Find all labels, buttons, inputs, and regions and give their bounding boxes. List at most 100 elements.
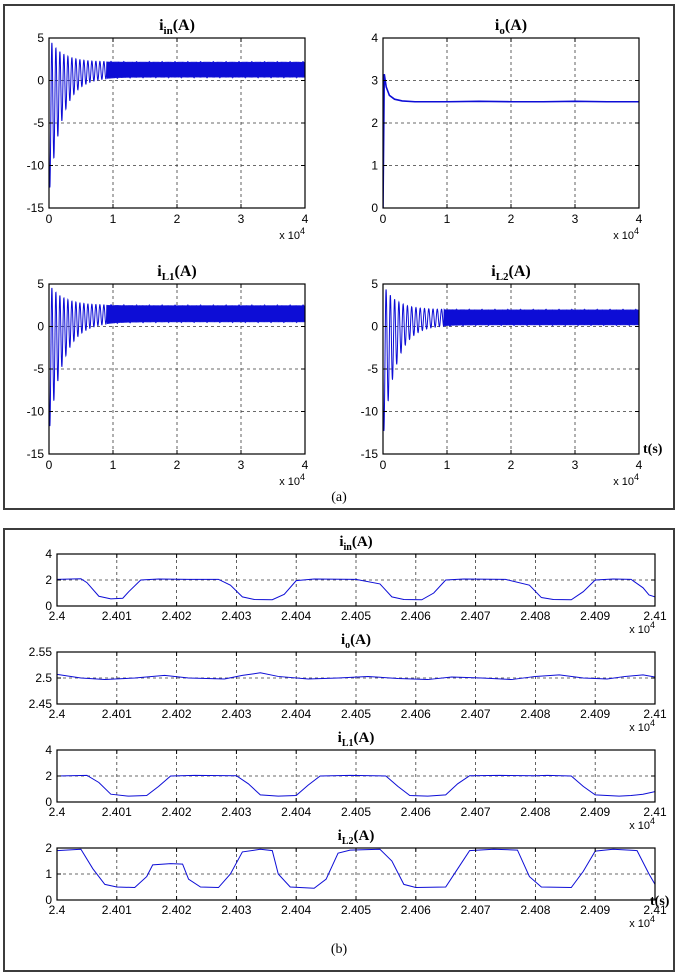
- svg-text:2.41: 2.41: [643, 805, 667, 819]
- svg-text:4: 4: [371, 31, 378, 45]
- svg-text:2.41: 2.41: [643, 707, 667, 721]
- svg-text:3: 3: [572, 212, 579, 226]
- svg-text:2: 2: [45, 841, 52, 855]
- plot-il2-transient: 0 1 2 3 4 5 0 -5 -10 -15 iL2(A) x 104: [347, 258, 647, 490]
- svg-text:4: 4: [636, 458, 643, 472]
- b4-chart-canvas: 2.4 2.401 2.402 2.403 2.404 2.405 2.406 2.407 2.…: [45, 828, 667, 928]
- time-axis-label-b: t(s): [650, 894, 670, 909]
- svg-text:2: 2: [371, 116, 378, 130]
- svg-text:2.406: 2.406: [401, 805, 431, 819]
- svg-text:3: 3: [238, 458, 245, 472]
- svg-text:2.409: 2.409: [580, 805, 610, 819]
- svg-text:4: 4: [45, 743, 52, 757]
- svg-text:-10: -10: [27, 159, 45, 173]
- svg-text:0: 0: [45, 893, 52, 907]
- caption-a: (a): [331, 490, 347, 505]
- svg-text:-5: -5: [33, 362, 44, 376]
- svg-text:2.5: 2.5: [35, 671, 52, 685]
- svg-text:2.404: 2.404: [281, 609, 311, 623]
- svg-text:5: 5: [371, 277, 378, 291]
- b1-title: iin(A): [339, 534, 372, 553]
- svg-text:2.401: 2.401: [102, 609, 132, 623]
- svg-text:2.403: 2.403: [221, 805, 251, 819]
- svg-text:2.403: 2.403: [221, 903, 251, 917]
- svg-text:1: 1: [371, 159, 378, 173]
- b2-title: io(A): [341, 632, 371, 651]
- b2-x-exponent: x 104: [629, 718, 655, 732]
- svg-text:2.402: 2.402: [162, 805, 192, 819]
- plot-io-zoom: 2.4 2.401 2.402 2.403 2.404 2.405 2.406 2.407 2.…: [11, 632, 669, 732]
- a2-title: io(A): [495, 17, 527, 37]
- svg-text:2.406: 2.406: [401, 609, 431, 623]
- svg-text:1: 1: [110, 212, 117, 226]
- plot-io-transient: 0 1 2 3 4 4 3 2 1 0 io(A) x 104: [347, 12, 647, 244]
- svg-text:2.408: 2.408: [520, 805, 550, 819]
- svg-text:2: 2: [508, 212, 515, 226]
- svg-text:4: 4: [45, 547, 52, 561]
- b2-chart-canvas: 2.4 2.401 2.402 2.403 2.404 2.405 2.406 2.407 2.…: [29, 632, 667, 732]
- svg-text:2.409: 2.409: [580, 707, 610, 721]
- svg-text:2.408: 2.408: [520, 903, 550, 917]
- a3-title: iL1(A): [157, 263, 197, 283]
- svg-text:2.4: 2.4: [49, 609, 66, 623]
- a2-x-exponent: x 104: [613, 226, 639, 242]
- svg-text:2.401: 2.401: [102, 903, 132, 917]
- svg-text:2: 2: [508, 458, 515, 472]
- svg-text:2: 2: [174, 458, 181, 472]
- svg-text:3: 3: [371, 74, 378, 88]
- a1-x-exponent: x 104: [279, 226, 305, 242]
- a1-title: iin(A): [159, 17, 195, 37]
- svg-text:0: 0: [380, 458, 387, 472]
- svg-text:2.403: 2.403: [221, 707, 251, 721]
- svg-text:5: 5: [37, 31, 44, 45]
- svg-text:0: 0: [380, 212, 387, 226]
- svg-text:2.4: 2.4: [49, 805, 66, 819]
- svg-text:2.404: 2.404: [281, 707, 311, 721]
- panel-b: 2.4 2.401 2.402 2.403 2.404 2.405 2.406 2.407 2.…: [3, 528, 675, 972]
- svg-text:-15: -15: [27, 201, 45, 215]
- svg-text:2.409: 2.409: [580, 903, 610, 917]
- plot-il2-zoom: 2.4 2.401 2.402 2.403 2.404 2.405 2.406 2.407 2.…: [11, 828, 669, 928]
- svg-text:2.402: 2.402: [162, 903, 192, 917]
- svg-text:2.401: 2.401: [102, 707, 132, 721]
- svg-text:0: 0: [45, 795, 52, 809]
- b3-x-exponent: x 104: [629, 816, 655, 830]
- a4-title: iL2(A): [491, 263, 531, 283]
- svg-text:-10: -10: [27, 405, 45, 419]
- svg-text:2.405: 2.405: [341, 805, 371, 819]
- svg-text:2.406: 2.406: [401, 707, 431, 721]
- svg-text:5: 5: [37, 277, 44, 291]
- svg-text:-10: -10: [361, 405, 379, 419]
- svg-text:2.4: 2.4: [49, 903, 66, 917]
- a3-x-exponent: x 104: [279, 472, 305, 488]
- b4-title: iL2(A): [338, 828, 375, 847]
- caption-b: (b): [330, 942, 348, 957]
- svg-text:2.55: 2.55: [29, 645, 53, 659]
- svg-text:2.407: 2.407: [461, 903, 491, 917]
- svg-text:2.408: 2.408: [520, 609, 550, 623]
- panel-a: 0 1 2 3 4 5 0 -5 -10 -15 iin(A) x 104 0 1 2 3 4 4 3 2 1 0 io(…: [3, 4, 675, 510]
- b4-x-exponent: x 104: [629, 914, 655, 928]
- svg-text:2.406: 2.406: [401, 903, 431, 917]
- svg-text:2.404: 2.404: [281, 903, 311, 917]
- a1-chart-canvas: 0 1 2 3 4 5 0 -5 -10 -15 iin(A) x 104: [27, 17, 309, 242]
- svg-text:-15: -15: [361, 447, 379, 461]
- svg-text:2.407: 2.407: [461, 609, 491, 623]
- plot-iin-transient: 0 1 2 3 4 5 0 -5 -10 -15 iin(A) x 104: [13, 12, 313, 244]
- svg-text:2.41: 2.41: [643, 609, 667, 623]
- a4-x-exponent: x 104: [613, 472, 639, 488]
- b3-chart-canvas: 2.4 2.401 2.402 2.403 2.404 2.405 2.406 2.407 2.…: [45, 730, 667, 830]
- b1-x-exponent: x 104: [629, 620, 655, 634]
- svg-text:2.41: 2.41: [643, 903, 667, 917]
- svg-text:2.4: 2.4: [49, 707, 66, 721]
- svg-text:3: 3: [238, 212, 245, 226]
- svg-text:0: 0: [46, 458, 53, 472]
- svg-text:2.45: 2.45: [29, 697, 53, 711]
- svg-text:0: 0: [46, 212, 53, 226]
- svg-text:1: 1: [444, 458, 451, 472]
- svg-text:0: 0: [37, 320, 44, 334]
- svg-text:2.402: 2.402: [162, 609, 192, 623]
- svg-text:2.408: 2.408: [520, 707, 550, 721]
- svg-text:0: 0: [45, 599, 52, 613]
- svg-text:2: 2: [174, 212, 181, 226]
